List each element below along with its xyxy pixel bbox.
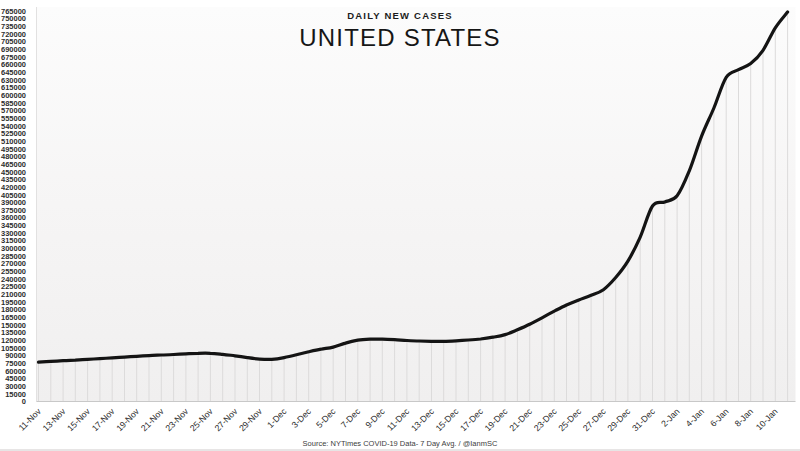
svg-text:17-Dec: 17-Dec xyxy=(458,406,485,433)
y-axis-labels: 7650007500007350007200007050006900006750… xyxy=(1,7,26,407)
svg-text:6-Jan: 6-Jan xyxy=(708,406,731,429)
svg-text:27-Dec: 27-Dec xyxy=(581,406,608,433)
svg-text:7-Dec: 7-Dec xyxy=(339,406,363,430)
svg-text:9-Dec: 9-Dec xyxy=(363,406,387,430)
svg-text:2-Jan: 2-Jan xyxy=(659,406,682,429)
svg-text:29-Dec: 29-Dec xyxy=(605,406,632,433)
svg-text:11-Nov: 11-Nov xyxy=(16,406,43,433)
svg-text:19-Dec: 19-Dec xyxy=(483,406,510,433)
svg-text:23-Nov: 23-Nov xyxy=(163,406,190,433)
source-caption: Source: NYTimes COVID-19 Data- 7 Day Avg… xyxy=(0,439,800,448)
x-axis-labels: 11-Nov13-Nov15-Nov17-Nov19-Nov21-Nov23-N… xyxy=(16,406,779,433)
svg-text:1-Dec: 1-Dec xyxy=(265,406,289,430)
svg-text:4-Jan: 4-Jan xyxy=(684,406,707,429)
svg-text:27-Nov: 27-Nov xyxy=(213,406,240,433)
svg-text:25-Dec: 25-Dec xyxy=(556,406,583,433)
svg-text:3-Dec: 3-Dec xyxy=(290,406,314,430)
svg-text:15-Dec: 15-Dec xyxy=(434,406,461,433)
svg-text:13-Dec: 13-Dec xyxy=(409,406,436,433)
svg-text:11-Dec: 11-Dec xyxy=(385,406,412,433)
svg-text:5-Dec: 5-Dec xyxy=(314,406,338,430)
line-chart: 7650007500007350007200007050006900006750… xyxy=(0,0,800,451)
svg-text:10-Jan: 10-Jan xyxy=(754,406,780,432)
svg-text:13-Nov: 13-Nov xyxy=(41,406,68,433)
svg-text:29-Nov: 29-Nov xyxy=(237,406,264,433)
svg-text:25-Nov: 25-Nov xyxy=(188,406,215,433)
svg-text:21-Nov: 21-Nov xyxy=(139,406,166,433)
svg-text:8-Jan: 8-Jan xyxy=(733,406,756,429)
svg-text:21-Dec: 21-Dec xyxy=(507,406,534,433)
svg-text:23-Dec: 23-Dec xyxy=(532,406,559,433)
svg-text:0: 0 xyxy=(22,397,26,406)
svg-text:17-Nov: 17-Nov xyxy=(90,406,117,433)
svg-text:31-Dec: 31-Dec xyxy=(630,406,657,433)
svg-text:19-Nov: 19-Nov xyxy=(114,406,141,433)
chart-stage: 7650007500007350007200007050006900006750… xyxy=(0,0,800,451)
svg-text:15-Nov: 15-Nov xyxy=(65,406,92,433)
